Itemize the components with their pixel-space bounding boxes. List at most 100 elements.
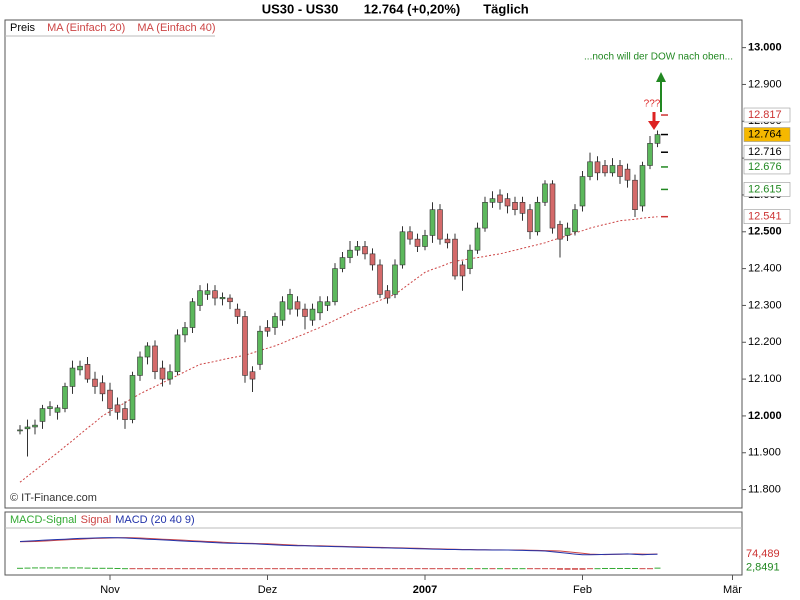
candle-body — [587, 161, 593, 177]
macd-histogram-bar — [572, 568, 578, 570]
candle-body — [167, 371, 173, 380]
candle-body — [272, 316, 278, 328]
macd-end-label: 2,8491 — [746, 562, 780, 574]
candle-body — [572, 209, 578, 233]
candle-body — [189, 301, 196, 328]
candle-body — [144, 345, 151, 358]
x-tick-label: Mär — [723, 584, 742, 596]
candle-body — [392, 264, 398, 295]
candle-body — [339, 257, 346, 269]
candle-body — [242, 316, 248, 376]
macd-histogram-bar — [459, 568, 466, 570]
x-tick-label: Nov — [100, 584, 120, 596]
macd-end-label: 74,489 — [746, 548, 780, 560]
y-tick-label: 12.900 — [748, 78, 782, 90]
candle-body — [77, 365, 83, 371]
price-marker-label: 12.615 — [748, 183, 782, 195]
candle-body — [62, 386, 68, 409]
macd-histogram-bar — [227, 568, 233, 570]
macd-histogram-bar — [444, 568, 451, 570]
annotation: ...noch will der DOW nach oben... — [584, 52, 733, 63]
macd-histogram-bar — [212, 568, 218, 570]
candle-body — [309, 308, 316, 321]
candle-body — [107, 389, 113, 409]
macd-legend-entry: Signal — [81, 514, 112, 526]
candle-body — [287, 294, 293, 310]
macd-histogram-bar — [639, 568, 646, 570]
macd-histogram-bar — [594, 568, 601, 570]
y-tick-label: 11.800 — [748, 483, 781, 495]
macd-histogram-bar — [69, 567, 76, 569]
macd-histogram-bar — [437, 568, 443, 570]
macd-histogram-bar — [129, 568, 136, 570]
price-marker-box — [743, 127, 791, 142]
candle-body — [549, 183, 556, 229]
candle-body — [467, 249, 473, 269]
price-marker-box — [743, 107, 791, 123]
macd-histogram-bar — [317, 568, 323, 570]
macd-histogram-bar — [114, 567, 121, 569]
candle-body — [632, 179, 638, 210]
macd-histogram-bar — [617, 567, 623, 569]
candle-body — [294, 301, 301, 310]
macd-histogram-bar — [392, 568, 398, 570]
macd-histogram-bar — [624, 567, 631, 569]
price-marker-box — [743, 182, 791, 197]
candle-body — [362, 246, 368, 255]
macd-histogram-bar — [302, 568, 308, 570]
candle-body — [527, 209, 533, 233]
candle-body — [399, 231, 406, 266]
candle-body — [557, 224, 563, 240]
macd-histogram-bar — [92, 567, 98, 569]
candle-body — [497, 194, 503, 203]
x-tick-label: 2007 — [413, 584, 437, 596]
candle-body — [504, 198, 511, 207]
chart-subtitle: 12.764 (+0,20%) — [364, 1, 460, 16]
candle-body — [519, 202, 526, 214]
y-tick-label: 12.500 — [748, 226, 782, 238]
price-marker-box — [743, 209, 791, 224]
candle-body — [257, 330, 263, 365]
macd-histogram-bar — [467, 568, 473, 570]
candle-body — [422, 235, 428, 247]
macd-histogram-bar — [377, 568, 383, 570]
candle-body — [324, 301, 331, 306]
macd-histogram-bar — [362, 568, 368, 570]
macd-histogram-bar — [339, 568, 346, 570]
macd-histogram-bar — [587, 568, 593, 570]
candle-body — [122, 408, 128, 420]
candle-body — [482, 202, 488, 229]
macd-histogram-bar — [399, 568, 406, 570]
up-arrow — [656, 72, 666, 112]
candle-body — [384, 290, 391, 299]
candle-body — [437, 209, 443, 240]
candle-body — [152, 345, 158, 373]
macd-histogram-bar — [99, 567, 106, 569]
macd-histogram-bar — [197, 568, 203, 570]
macd-histogram-bar — [137, 568, 143, 570]
macd-histogram-bar — [257, 568, 263, 570]
candle-body — [302, 308, 308, 317]
candle-body — [369, 253, 376, 266]
annotation-mark: ??? — [644, 99, 661, 110]
macd-histogram-bar — [647, 568, 653, 570]
candle-body — [332, 268, 338, 303]
candle-body — [444, 238, 451, 244]
macd-histogram-bar — [219, 568, 226, 570]
macd-histogram-bar — [272, 568, 278, 570]
macd-histogram-bar — [107, 567, 113, 569]
macd-histogram-bar — [422, 568, 428, 570]
macd-histogram-bar — [294, 568, 301, 570]
macd-histogram-bar — [474, 568, 481, 570]
legend-entry: Preis — [10, 22, 36, 34]
macd-histogram-bar — [287, 568, 293, 570]
macd-histogram-bar — [249, 568, 256, 570]
y-tick-label: 11.900 — [748, 447, 781, 459]
candle-body — [429, 209, 436, 236]
macd-histogram-bar — [279, 568, 286, 570]
macd-histogram-bar — [77, 567, 83, 569]
candle-body — [459, 264, 466, 277]
price-marker-label: 12.676 — [748, 161, 782, 173]
